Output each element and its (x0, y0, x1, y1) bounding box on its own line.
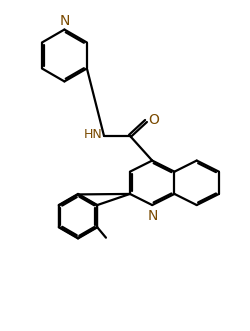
Text: N: N (148, 209, 158, 223)
Text: HN: HN (84, 128, 103, 141)
Text: O: O (148, 113, 159, 127)
Text: N: N (59, 14, 70, 27)
